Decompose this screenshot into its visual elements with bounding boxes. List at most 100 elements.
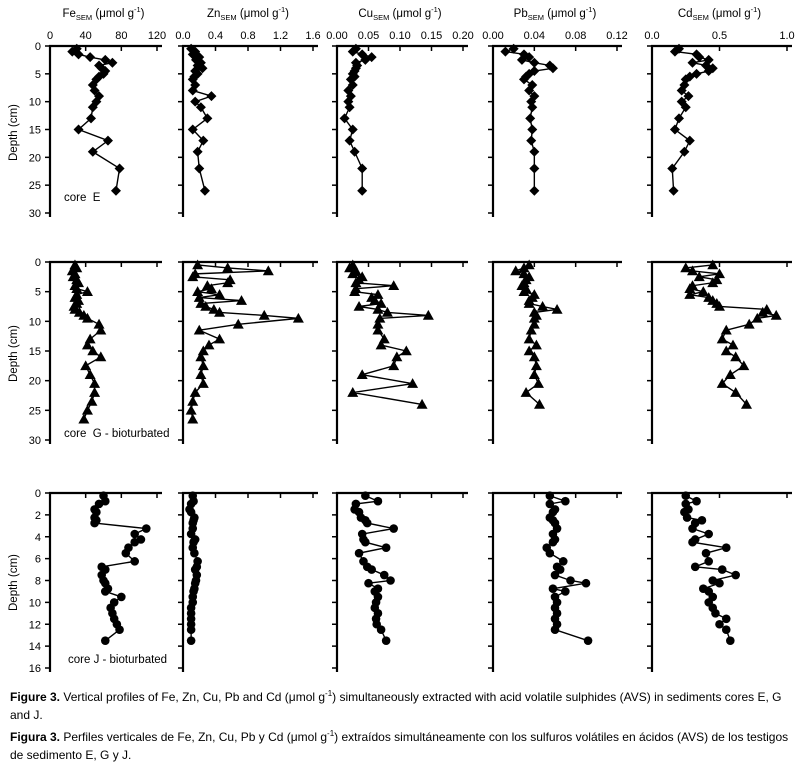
data-marker [682,513,692,522]
axis-title-close: ) [592,7,597,20]
data-marker [187,413,199,424]
data-marker [537,301,549,311]
axis-title-subscript: SEM [220,13,237,23]
axis-title-close: ) [437,7,442,20]
data-marker [214,306,226,317]
data-marker [534,398,545,409]
data-marker [93,318,105,329]
axis-title-pb: PbSEM (μmol g-1) [473,5,637,22]
data-marker [545,499,555,509]
data-marker [727,339,739,350]
data-marker [258,309,270,320]
data-marker [581,578,591,588]
data-marker [684,283,696,293]
data-marker [680,102,691,113]
data-marker [110,185,121,196]
data-marker [720,324,732,335]
data-marker [519,74,529,85]
axis-title-subscript: SEM [75,13,93,23]
data-marker [100,587,110,596]
y-tick-label: 30 [29,208,41,220]
data-marker [683,91,694,102]
data-marker [117,592,126,602]
data-marker [200,301,212,311]
data-marker [90,518,99,528]
data-marker [690,562,700,572]
x-tick-label: 1.0 [779,30,794,42]
data-marker [347,268,359,279]
data-marker [704,529,713,539]
data-marker [721,625,731,635]
data-marker [292,312,304,323]
data-marker [130,529,140,539]
axis-title-element: Cd [677,7,693,20]
data-marker [350,277,362,288]
data-marker [203,339,215,350]
axis-title-exponent: -1 [278,5,286,14]
panel-J-Cd [647,491,792,672]
data-marker [367,565,376,574]
data-marker [530,339,542,350]
y-tick-label: 10 [29,97,41,109]
data-marker [694,52,705,63]
data-marker [364,578,373,588]
data-marker [555,565,565,574]
data-marker [199,185,210,196]
y-axis-label-row2: Depth (cm) [8,325,20,382]
data-marker [95,351,107,362]
data-marker [525,113,536,124]
data-marker [717,565,727,574]
axis-title-exponent: -1 [750,5,758,14]
data-marker [528,351,540,362]
data-marker [687,265,698,276]
figure-caption-spanish: Figura 3. Perfiles verticales de Fe, Zn,… [10,725,796,762]
x-tick-label: 0.8 [240,30,255,42]
data-marker [707,259,719,270]
data-marker [583,636,593,645]
profile-line [683,264,777,405]
y-tick-label: 30 [29,435,41,447]
data-marker [526,135,537,146]
caption-exponent: -1 [325,689,333,698]
data-marker [376,625,386,635]
data-marker [703,66,714,77]
panel-G-Fe: 0 5 10 15 20 25 30 [29,257,162,447]
data-marker [389,524,399,533]
axis-title-unit: (μmol g [708,7,751,20]
data-marker [190,96,201,107]
y-tick-label: 0 [35,488,41,500]
y-tick-label: 10 [29,597,41,609]
data-marker [185,404,197,415]
data-marker [361,537,370,547]
y-tick-label: 15 [29,346,41,358]
data-marker [510,265,522,276]
panel-G-Cd [647,259,792,444]
data-marker [743,318,755,329]
data-marker [674,113,684,124]
data-marker [192,286,204,296]
data-marker [681,491,691,501]
axis-title-close: ) [140,7,145,20]
data-marker [688,524,697,533]
data-marker [81,286,93,296]
caption-text: ) extraídos simultáneamente con los sulf… [10,730,789,762]
data-marker [529,57,540,68]
data-marker [187,85,198,96]
data-marker [525,324,537,335]
data-marker [349,146,360,157]
data-marker [192,146,203,157]
panel-E-Pb: 0.00 0.04 0.08 0.12 [482,30,628,217]
data-marker [724,369,736,380]
data-marker [550,625,560,635]
data-marker [704,557,713,566]
y-axis-label-row3: Depth (cm) [8,554,20,611]
data-marker [222,262,234,273]
data-marker [192,259,204,270]
data-marker [684,289,696,299]
data-marker [81,312,93,323]
data-marker [194,163,205,174]
data-marker [197,378,209,388]
data-marker [684,135,695,146]
data-marker [102,135,113,146]
data-marker [87,146,98,157]
